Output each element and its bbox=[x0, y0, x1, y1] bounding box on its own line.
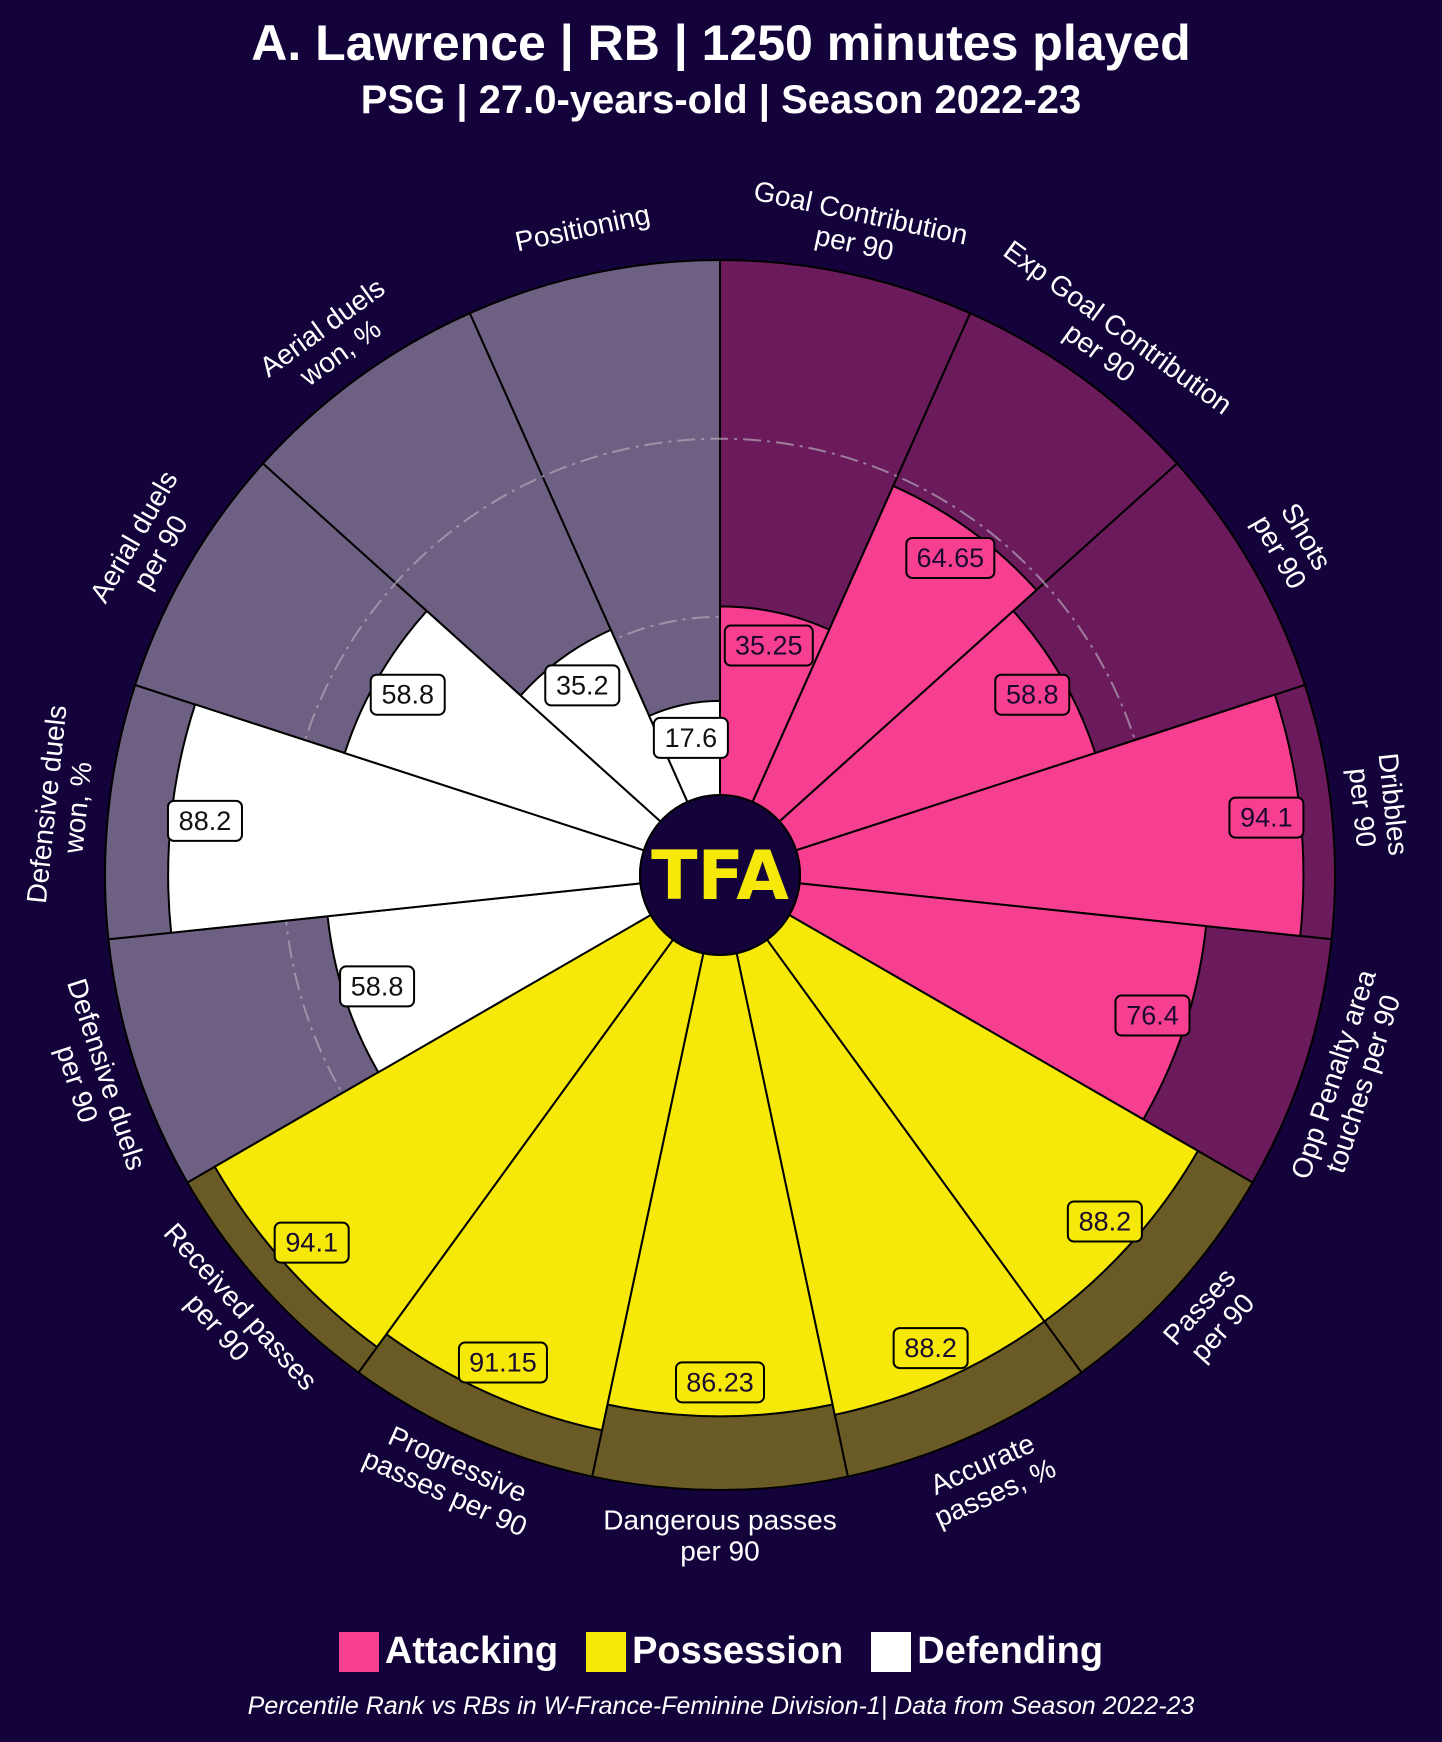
value-label-box bbox=[1066, 1200, 1143, 1243]
legend-swatch-possession bbox=[586, 1631, 627, 1672]
tfa-logo: TFA bbox=[651, 837, 789, 916]
legend-label-defending: Defending bbox=[917, 1630, 1104, 1672]
value-label: 35.25 bbox=[723, 624, 814, 667]
value-label-text: 17.6 bbox=[665, 723, 718, 753]
value-label: 88.2 bbox=[1066, 1200, 1143, 1243]
value-label-text: 86.23 bbox=[686, 1367, 754, 1397]
value-label-text: 58.8 bbox=[1006, 680, 1059, 710]
value-label: 35.2 bbox=[544, 664, 621, 707]
value-label: 91.15 bbox=[457, 1341, 548, 1384]
chart-subtitle: PSG | 27.0-years-old | Season 2022-23 bbox=[360, 78, 1082, 122]
value-label-text: 76.4 bbox=[1126, 1001, 1179, 1031]
value-label-text: 58.8 bbox=[351, 971, 404, 1001]
value-label-box bbox=[273, 1221, 350, 1264]
value-label: 64.65 bbox=[905, 536, 996, 579]
chart-title: A. Lawrence | RB | 1250 minutes played bbox=[251, 15, 1191, 71]
legend-item-possession: Possession bbox=[586, 1630, 843, 1673]
metric-label-line: Positioning bbox=[512, 199, 652, 258]
value-label: 94.1 bbox=[273, 1221, 350, 1264]
value-label-box bbox=[369, 673, 446, 716]
value-label: 88.2 bbox=[892, 1327, 969, 1370]
value-label: 94.1 bbox=[1228, 796, 1305, 839]
value-label-box bbox=[339, 965, 416, 1008]
value-label-box bbox=[675, 1361, 765, 1404]
value-label-text: 88.2 bbox=[904, 1333, 957, 1363]
value-label-box bbox=[892, 1327, 969, 1370]
legend-item-defending: Defending bbox=[871, 1630, 1103, 1673]
value-label-text: 64.65 bbox=[917, 543, 985, 573]
value-label-box bbox=[652, 716, 729, 759]
value-label-box bbox=[544, 664, 621, 707]
center-disc bbox=[639, 794, 801, 956]
value-label-text: 35.25 bbox=[735, 631, 803, 661]
value-label: 58.8 bbox=[369, 673, 446, 716]
legend-label-possession: Possession bbox=[632, 1630, 844, 1672]
value-label-box bbox=[1228, 796, 1305, 839]
value-label-text: 88.2 bbox=[1079, 1207, 1132, 1237]
legend: Attacking Possession Defending bbox=[0, 1630, 1442, 1673]
footnote: Percentile Rank vs RBs in W-France-Femin… bbox=[247, 1692, 1195, 1720]
value-label-text: 58.8 bbox=[381, 680, 434, 710]
value-label-box bbox=[905, 536, 996, 579]
value-label: 17.6 bbox=[652, 716, 729, 759]
value-label: 88.2 bbox=[166, 799, 243, 842]
value-label: 58.8 bbox=[339, 965, 416, 1008]
legend-swatch-attacking bbox=[338, 1631, 379, 1672]
legend-label-attacking: Attacking bbox=[384, 1630, 559, 1672]
value-label: 86.23 bbox=[675, 1361, 765, 1404]
value-label-box bbox=[994, 673, 1071, 716]
value-label-text: 88.2 bbox=[179, 806, 232, 836]
value-label: 58.8 bbox=[994, 673, 1071, 716]
value-label-text: 91.15 bbox=[469, 1348, 537, 1378]
legend-item-attacking: Attacking bbox=[338, 1630, 559, 1673]
legend-swatch-defending bbox=[871, 1631, 912, 1672]
metric-label-line: Dangerous passes bbox=[603, 1505, 836, 1536]
value-label-text: 94.1 bbox=[285, 1228, 338, 1258]
radar-chart: TFA 35.25 64.65 58.8 94.1 76.4 88.2 88.2 86.23 91… bbox=[21, 175, 1414, 1567]
value-label-text: 94.1 bbox=[1240, 803, 1293, 833]
metric-label-line: per 90 bbox=[680, 1536, 759, 1567]
metric-label: Positioning bbox=[512, 199, 652, 258]
value-label-text: 35.2 bbox=[556, 670, 609, 700]
value-label-box bbox=[1114, 994, 1191, 1037]
value-label-box bbox=[166, 799, 243, 842]
value-label-box bbox=[457, 1341, 548, 1384]
value-label: 76.4 bbox=[1114, 994, 1191, 1037]
value-label-box bbox=[723, 624, 814, 667]
